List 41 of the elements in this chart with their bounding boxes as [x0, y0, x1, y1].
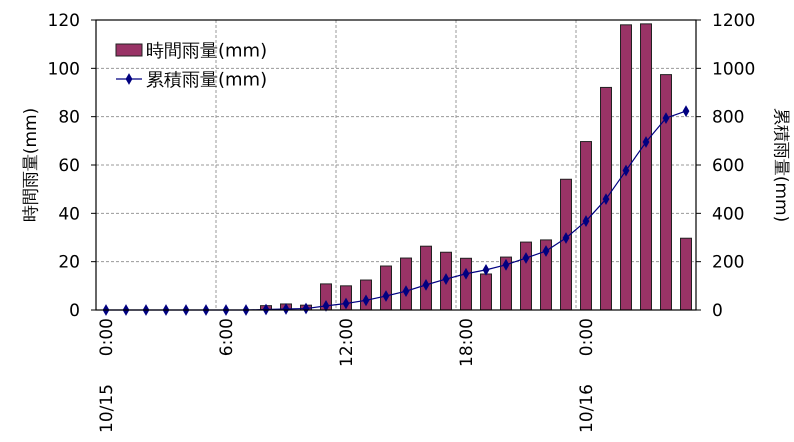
bar [580, 141, 592, 310]
x-tick-label: 6:00 [217, 318, 237, 356]
y-axis-title: 時間雨量(mm) [21, 108, 41, 222]
x-tick-label: 0:00 [577, 318, 597, 356]
bar [380, 266, 392, 310]
y2-tick-label: 400 [712, 204, 744, 224]
y2-tick-label: 200 [712, 252, 744, 273]
y-tick-label: 20 [58, 252, 80, 273]
y-tick-label: 0 [69, 300, 80, 321]
bar [480, 273, 492, 310]
y-tick-label: 60 [58, 156, 80, 176]
bar [460, 258, 472, 310]
text: 10/15 [97, 384, 117, 433]
legend-label: 時間雨量(mm) [146, 40, 268, 62]
y2-tick-label: 0 [712, 300, 723, 321]
bar [620, 24, 632, 310]
bar [500, 256, 512, 310]
x-tick-label: 0:00 [97, 318, 117, 356]
y2-tick-label: 1200 [712, 10, 756, 31]
y2-tick-label: 1000 [712, 59, 756, 80]
bar [400, 258, 412, 310]
bar [560, 178, 572, 310]
bar [680, 238, 692, 310]
bar [520, 242, 532, 310]
y2-tick-label: 600 [712, 156, 744, 176]
y-tick-label: 100 [48, 59, 80, 80]
bar [420, 246, 432, 310]
text: 10/16 [577, 384, 597, 433]
y-tick-label: 40 [58, 204, 80, 224]
bar [660, 74, 672, 310]
y2-tick-label: 800 [712, 108, 744, 128]
legend-label: 累積雨量(mm) [146, 69, 268, 90]
bar [600, 86, 612, 310]
x-tick-label: 18:00 [457, 318, 477, 367]
bar [640, 23, 652, 310]
y-tick-label: 80 [58, 108, 80, 128]
y-tick-label: 120 [48, 10, 80, 31]
bar [540, 239, 552, 310]
x-tick-label: 12:00 [337, 318, 357, 367]
y2-axis-title: 累積雨量(mm) [771, 108, 791, 222]
bar [440, 252, 452, 310]
